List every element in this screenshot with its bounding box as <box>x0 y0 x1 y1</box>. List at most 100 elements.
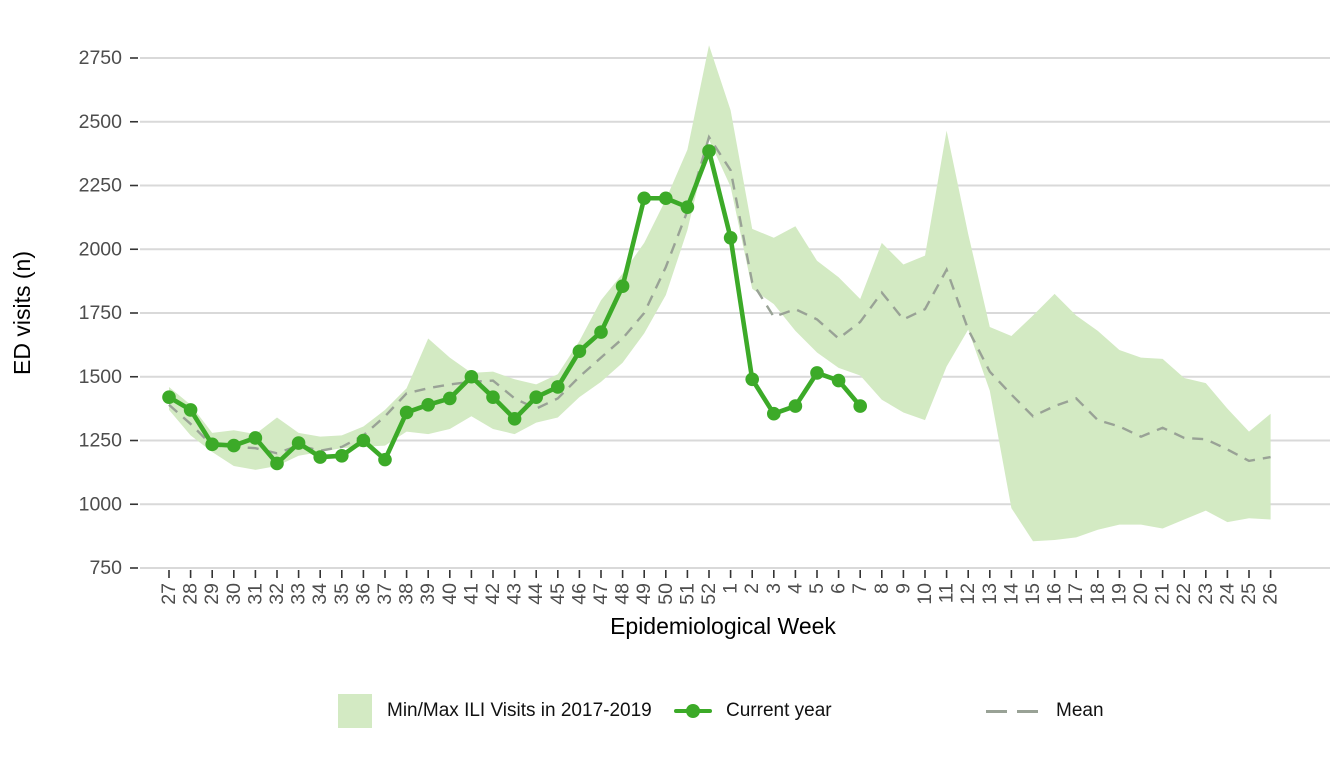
x-tick-label: 52 <box>698 583 720 605</box>
x-tick-label: 1 <box>720 583 742 594</box>
legend-band-label: Min/Max ILI Visits in 2017-2019 <box>387 700 652 721</box>
x-tick-label: 49 <box>633 583 655 605</box>
x-tick-label: 9 <box>892 583 914 594</box>
x-tick-label: 21 <box>1152 583 1174 605</box>
x-tick-label: 8 <box>871 583 893 594</box>
current-year-point <box>702 144 716 158</box>
current-year-point <box>572 344 587 359</box>
y-tick-label: 1500 <box>79 366 123 388</box>
x-tick-label: 45 <box>547 583 569 605</box>
current-year-point <box>486 390 500 404</box>
x-tick-label: 12 <box>957 583 979 605</box>
y-tick-label: 1750 <box>79 302 123 324</box>
x-tick-label: 46 <box>568 583 590 605</box>
band-swatch-icon <box>338 694 372 728</box>
current-year-point <box>162 390 176 404</box>
x-tick-label: 27 <box>158 583 180 605</box>
current-year-point <box>788 399 803 413</box>
x-tick-label: 28 <box>180 583 202 605</box>
x-tick-label: 36 <box>352 583 374 605</box>
x-tick-label: 6 <box>828 583 850 594</box>
x-tick-label: 25 <box>1238 583 1260 605</box>
y-tick-label: 2000 <box>79 238 123 260</box>
x-tick-label: 5 <box>806 583 828 594</box>
current-year-point <box>399 405 414 420</box>
x-tick-label: 2 <box>741 583 763 594</box>
current-year-point <box>529 390 543 404</box>
x-tick-label: 51 <box>676 583 698 605</box>
legend-item-current-year: Current year <box>674 686 832 736</box>
x-tick-label: 29 <box>201 583 223 605</box>
current-year-point <box>248 431 263 445</box>
y-tick-label: 750 <box>89 557 122 579</box>
legend-current-label: Current year <box>726 700 832 721</box>
x-tick-label: 33 <box>288 583 310 605</box>
current-year-point <box>594 325 608 339</box>
x-tick-label: 39 <box>417 583 439 605</box>
x-tick-label: 38 <box>396 583 418 605</box>
y-tick-label: 1000 <box>79 493 123 515</box>
x-tick-label: 11 <box>936 583 958 603</box>
x-tick-label: 40 <box>439 583 461 605</box>
dashed-line-icon <box>986 709 1040 713</box>
current-year-point <box>291 436 306 450</box>
x-tick-label: 24 <box>1216 583 1238 605</box>
current-year-point <box>680 200 695 214</box>
x-tick-label: 17 <box>1065 583 1087 605</box>
x-tick-label: 22 <box>1173 583 1195 605</box>
x-tick-label: 41 <box>460 583 482 605</box>
current-year-point <box>810 366 824 380</box>
x-tick-label: 15 <box>1022 583 1044 605</box>
current-year-point <box>659 191 673 206</box>
legend-item-mean: Mean <box>986 686 1104 736</box>
chart-panel: 750 1000 1250 1500 1750 2000 2250 2500 2750 27 28 2… <box>9 45 1330 639</box>
current-year-point <box>421 398 436 412</box>
current-year-point <box>443 391 457 406</box>
x-tick-label: 18 <box>1087 583 1109 605</box>
current-year-point <box>378 452 392 467</box>
current-year-point <box>745 372 759 387</box>
y-tick-label: 2750 <box>79 47 123 69</box>
current-year-point <box>767 406 781 421</box>
x-tick-label: 3 <box>763 583 785 594</box>
line-dot-icon <box>674 704 712 718</box>
x-tick-label: 10 <box>914 583 936 605</box>
x-axis-title: Epidemiological Week <box>610 613 836 639</box>
current-year-point <box>313 450 328 464</box>
mean-line <box>168 134 1271 463</box>
x-tick-label: 35 <box>331 583 353 605</box>
x-tick-label: 31 <box>244 583 266 605</box>
current-year-point <box>464 369 479 384</box>
current-year-point <box>615 279 630 294</box>
x-tick-label: 32 <box>266 583 288 605</box>
y-axis-title: ED visits (n) <box>9 251 35 375</box>
current-year-point <box>551 380 565 394</box>
x-tick-label: 43 <box>504 583 526 605</box>
x-tick-label: 20 <box>1130 583 1152 605</box>
x-tick-label: 30 <box>223 583 245 605</box>
x-tick-label: 44 <box>525 583 547 605</box>
chart-legend: Min/Max ILI Visits in 2017-2019 Current … <box>0 686 1344 740</box>
current-year-point <box>831 373 846 388</box>
x-tick-label: 14 <box>1000 583 1022 605</box>
current-year-points <box>162 144 867 471</box>
x-tick-label: 34 <box>309 583 331 605</box>
current-year-point <box>183 403 198 417</box>
current-year-point <box>205 437 219 452</box>
y-tick-label: 1250 <box>79 430 123 452</box>
y-tick-label: 2250 <box>79 175 123 197</box>
x-tick-label: 4 <box>784 583 806 594</box>
current-year-point <box>853 399 867 413</box>
current-year-point <box>270 456 284 471</box>
legend-mean-label: Mean <box>1056 700 1104 721</box>
x-tick-label: 7 <box>849 583 871 594</box>
x-tick-label: 48 <box>612 583 634 605</box>
current-year-point <box>335 449 349 463</box>
current-year-point <box>356 433 371 448</box>
y-tick-label: 2500 <box>79 111 123 133</box>
x-tick-label: 37 <box>374 583 396 605</box>
x-tick-label: 13 <box>979 583 1001 605</box>
minmax-band <box>169 45 1271 542</box>
